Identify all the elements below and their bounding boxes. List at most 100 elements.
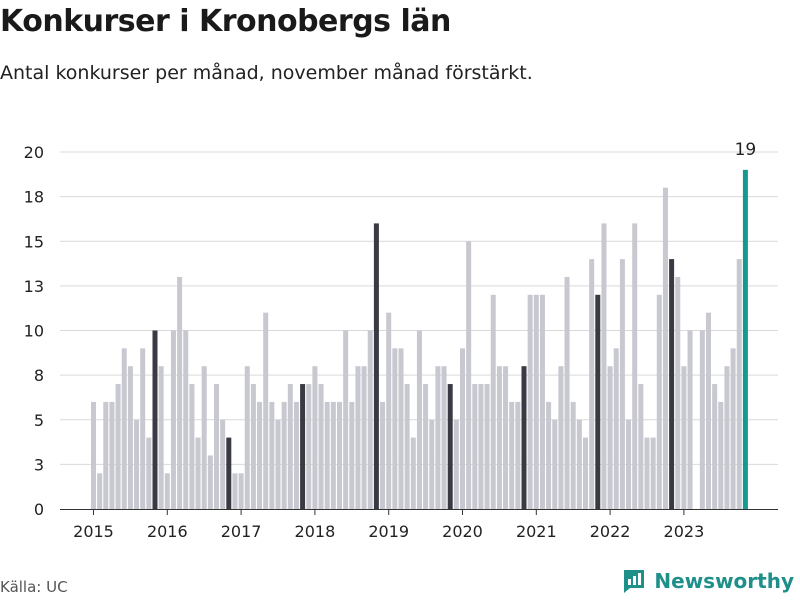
bar — [632, 223, 638, 509]
y-tick-label: 13 — [24, 277, 44, 296]
bar — [453, 419, 459, 509]
bar — [244, 366, 250, 509]
bar-november — [447, 384, 453, 509]
bar — [263, 312, 269, 509]
y-tick-label: 20 — [24, 143, 44, 162]
bar — [324, 401, 330, 509]
y-tick-label: 5 — [34, 411, 44, 430]
bar — [121, 348, 127, 509]
bar — [287, 384, 293, 509]
bar — [158, 366, 164, 509]
bar — [312, 366, 318, 509]
bar — [238, 473, 244, 509]
source-label: Källa: UC — [0, 578, 68, 596]
bar — [613, 348, 619, 509]
bar — [712, 384, 718, 509]
bar — [583, 437, 588, 509]
bar — [257, 401, 263, 509]
bar — [558, 366, 564, 509]
bar — [337, 401, 342, 509]
bar-november — [669, 259, 675, 509]
bar — [416, 330, 422, 509]
bar — [539, 294, 545, 509]
bar-november — [595, 294, 601, 509]
bar — [232, 473, 238, 509]
bar — [718, 401, 724, 509]
bar-november — [226, 437, 232, 509]
bar — [564, 276, 570, 509]
bar — [638, 384, 644, 509]
bar — [195, 437, 201, 509]
bar — [472, 384, 478, 509]
y-tick-label: 0 — [34, 500, 44, 519]
x-tick-label: 2022 — [590, 522, 631, 541]
bar — [164, 473, 170, 509]
bar — [570, 401, 576, 509]
bar-november — [373, 223, 379, 509]
bar — [496, 366, 502, 509]
x-tick-label: 2021 — [516, 522, 557, 541]
bar — [293, 401, 299, 509]
bar — [146, 437, 152, 509]
bar — [509, 401, 515, 509]
bar — [527, 294, 533, 509]
x-axis: 2015 2016 2017 2018 2019 2020 2021 2022 2023 — [60, 509, 778, 541]
bar-november — [300, 384, 306, 509]
bar — [552, 419, 558, 509]
bar — [490, 294, 496, 509]
bar — [177, 276, 183, 509]
bar — [441, 366, 447, 509]
latest-value-label: 19 — [735, 140, 757, 160]
bar — [650, 437, 656, 509]
x-tick-label: 2020 — [442, 522, 483, 541]
bar — [343, 330, 349, 509]
bars — [91, 169, 748, 509]
x-tick-label: 2023 — [664, 522, 705, 541]
bar — [607, 366, 613, 509]
bar — [281, 401, 287, 509]
bar-november — [521, 366, 527, 509]
bar — [349, 401, 355, 509]
bar — [687, 330, 693, 509]
bar — [367, 330, 373, 509]
x-tick-label: 2018 — [295, 522, 336, 541]
bar — [423, 384, 429, 509]
bar — [724, 366, 730, 509]
bar — [170, 330, 176, 509]
bar — [189, 384, 195, 509]
y-tick-label: 8 — [34, 366, 44, 385]
bar — [330, 401, 336, 509]
bar — [626, 419, 632, 509]
bar-latest — [742, 169, 748, 509]
bar — [699, 330, 705, 509]
bar — [589, 259, 595, 509]
bar — [435, 366, 441, 509]
bar — [429, 419, 435, 509]
bar — [515, 401, 521, 509]
bar — [115, 384, 121, 509]
bar — [127, 366, 133, 509]
bar — [736, 259, 742, 509]
x-tick-label: 2017 — [221, 522, 262, 541]
bar — [380, 401, 386, 509]
bar — [201, 366, 207, 509]
x-tick-label: 2015 — [73, 522, 114, 541]
bar — [644, 437, 650, 509]
bar — [386, 312, 392, 509]
y-tick-label: 15 — [24, 232, 44, 251]
bar — [134, 419, 140, 509]
bar-november — [152, 330, 158, 509]
bar — [675, 276, 681, 509]
bar — [484, 384, 490, 509]
y-tick-label: 10 — [24, 322, 44, 341]
bar — [503, 366, 509, 509]
bar — [103, 401, 109, 509]
bar — [398, 348, 404, 509]
y-axis-ticks: 0 3 5 8 10 13 15 18 20 — [24, 143, 44, 519]
bar — [533, 294, 539, 509]
bar — [275, 419, 281, 509]
brand-name: Newsworthy — [654, 569, 794, 593]
x-tick-label: 2016 — [147, 522, 188, 541]
bar — [183, 330, 189, 509]
